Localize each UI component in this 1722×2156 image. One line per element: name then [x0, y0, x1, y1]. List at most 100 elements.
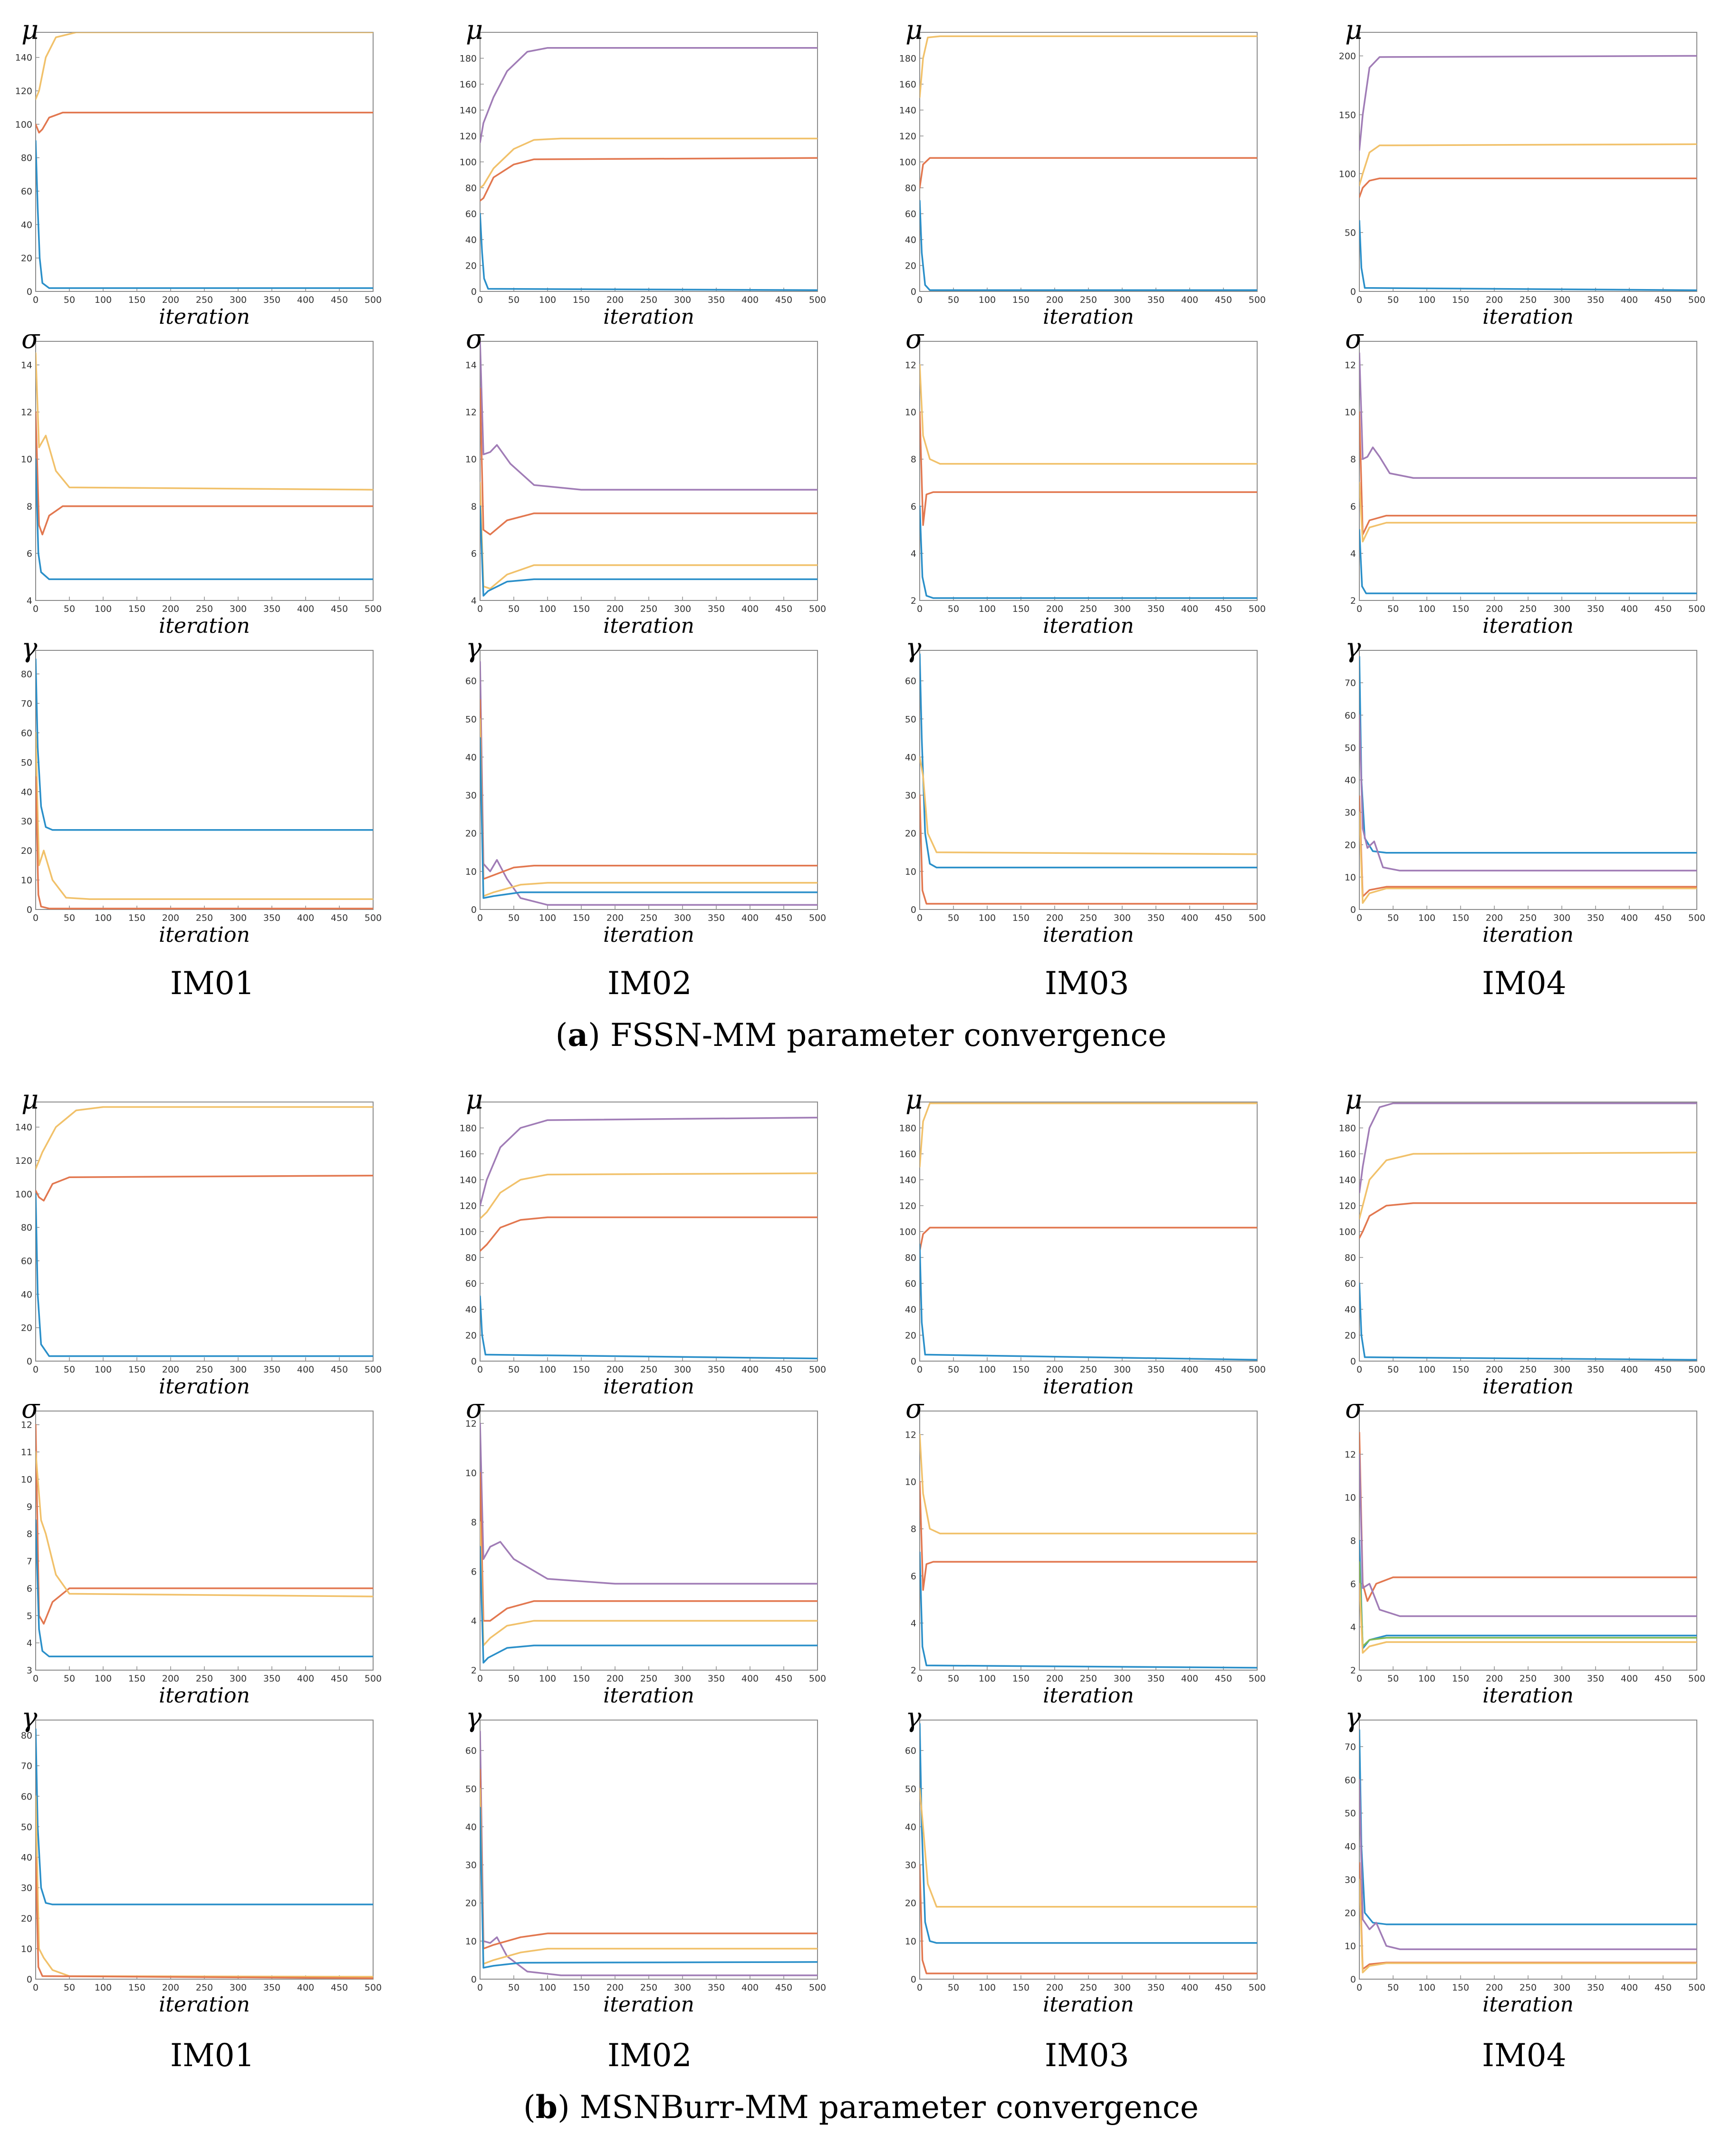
x-tick-label: 350: [1587, 913, 1604, 923]
y-tick-label: 10: [1345, 1941, 1356, 1952]
x-axis-label: iteration: [603, 1683, 694, 1708]
x-tick-label: 400: [297, 1982, 314, 1993]
y-tick-label: 100: [15, 119, 32, 130]
y-tick-label: 60: [905, 676, 916, 686]
series-line-orange: [1359, 1202, 1697, 1239]
x-axis-label: iteration: [603, 923, 694, 947]
x-tick-label: 200: [162, 1982, 179, 1993]
x-tick-label: 0: [33, 1982, 38, 1993]
x-tick-label: 100: [979, 913, 996, 923]
x-tick-label: 50: [948, 604, 959, 614]
plot-frame: [480, 1411, 818, 1671]
plot-frame: [480, 32, 818, 292]
series-group: [920, 653, 1257, 905]
series-line-blue: [920, 653, 1257, 869]
x-tick-label: 100: [979, 1673, 996, 1684]
x-tick-label: 450: [331, 604, 348, 614]
series-group: [1359, 352, 1697, 594]
y-tick-label: 0: [911, 905, 916, 915]
y-tick-label: 30: [905, 1860, 916, 1871]
x-tick-label: 50: [508, 1364, 519, 1375]
x-tick-label: 50: [508, 913, 519, 923]
y-tick-label: 40: [905, 752, 916, 763]
x-tick-label: 150: [1452, 295, 1469, 305]
parameter-symbol: σ: [21, 324, 40, 355]
y-tick-label: 60: [21, 186, 32, 197]
x-axis-label: iteration: [1482, 923, 1574, 947]
series-line-orange: [480, 1216, 818, 1252]
y-tick-label: 180: [899, 54, 916, 64]
x-tick-label: 400: [1621, 1673, 1638, 1684]
x-tick-label: 50: [1387, 913, 1399, 923]
y-tick-label: 70: [1345, 1742, 1356, 1752]
x-tick-label: 350: [1147, 1982, 1164, 1993]
y-tick-label: 120: [460, 131, 477, 142]
chart-a-im02-mu: 0 50 100 150 200 250 300 350 400 450 500 0 20 40 60 80 1…: [460, 15, 826, 329]
x-tick-label: 350: [263, 1982, 280, 1993]
y-tick-label: 0: [1350, 287, 1356, 297]
x-tick-label: 450: [1215, 1364, 1232, 1375]
y-tick-label: 0: [911, 1356, 916, 1367]
x-tick-label: 250: [196, 295, 213, 305]
x-tick-label: 250: [196, 1673, 213, 1684]
x-axis-label: iteration: [1482, 1683, 1574, 1708]
x-tick-label: 500: [365, 913, 382, 923]
x-tick-label: 350: [1147, 604, 1164, 614]
y-tick-label: 20: [21, 1914, 32, 1924]
x-tick-label: 400: [1181, 1982, 1198, 1993]
x-axis-label: iteration: [159, 1683, 250, 1708]
y-tick-label: 5: [27, 1611, 32, 1621]
y-tick-label: 8: [27, 1529, 32, 1539]
parameter-symbol: γ: [21, 633, 38, 664]
x-tick-label: 150: [128, 913, 145, 923]
y-tick-label: 8: [1350, 1536, 1356, 1547]
x-tick-label: 450: [775, 1982, 792, 1993]
y-tick-label: 40: [465, 752, 477, 763]
x-tick-label: 150: [1452, 604, 1469, 614]
x-tick-label: 50: [1387, 295, 1399, 305]
y-tick-label: 6: [471, 1566, 477, 1577]
y-tick-label: 20: [465, 1331, 477, 1341]
y-tick-label: 10: [1345, 1493, 1356, 1503]
chart-b-im02-gamma: 0 50 100 150 200 250 300 350 400 450 500 0 10 20 30 40 5…: [465, 1702, 826, 2017]
x-tick-label: 150: [573, 295, 590, 305]
y-tick-label: 8: [27, 502, 32, 512]
plot-frame: [919, 1720, 1258, 1980]
y-tick-label: 30: [465, 791, 477, 801]
x-axis-label: iteration: [159, 1992, 250, 2017]
y-tick-label: 60: [1345, 1279, 1356, 1289]
x-tick-label: 250: [196, 913, 213, 923]
x-tick-label: 150: [573, 1364, 590, 1375]
x-tick-label: 50: [948, 1673, 959, 1684]
series-line-yellow: [920, 364, 1257, 465]
x-axis-label: iteration: [159, 305, 250, 329]
x-tick-label: 300: [1114, 913, 1131, 923]
y-tick-label: 0: [1350, 1974, 1356, 1985]
y-tick-label: 20: [905, 829, 916, 839]
x-axis-label: iteration: [159, 923, 250, 947]
x-tick-label: 250: [1520, 1364, 1537, 1375]
series-line-yellow: [920, 35, 1257, 98]
series-line-orange: [920, 411, 1257, 526]
y-tick-label: 80: [21, 1223, 32, 1233]
x-tick-label: 300: [1553, 604, 1570, 614]
x-tick-label: 300: [1114, 1982, 1131, 1993]
y-tick-label: 20: [465, 1898, 477, 1909]
x-tick-label: 200: [1046, 1982, 1063, 1993]
y-tick-label: 120: [899, 1201, 916, 1211]
x-tick-label: 150: [1012, 1982, 1029, 1993]
series-line-orange: [36, 776, 373, 909]
x-tick-label: 100: [539, 604, 556, 614]
series-line-yellow: [1359, 482, 1697, 542]
plot-frame: [1359, 1411, 1697, 1671]
x-tick-label: 350: [708, 604, 725, 614]
x-tick-label: 150: [128, 1364, 145, 1375]
x-tick-label: 0: [477, 1982, 483, 1993]
x-tick-label: 400: [1181, 295, 1198, 305]
caption-b-text: ) MSNBurr-MM parameter convergence: [557, 2089, 1199, 2126]
series-line-orange: [920, 157, 1257, 189]
x-tick-label: 400: [1621, 295, 1638, 305]
x-tick-label: 450: [775, 1673, 792, 1684]
parameter-symbol: γ: [905, 1702, 922, 1733]
y-tick-label: 150: [1339, 110, 1356, 120]
